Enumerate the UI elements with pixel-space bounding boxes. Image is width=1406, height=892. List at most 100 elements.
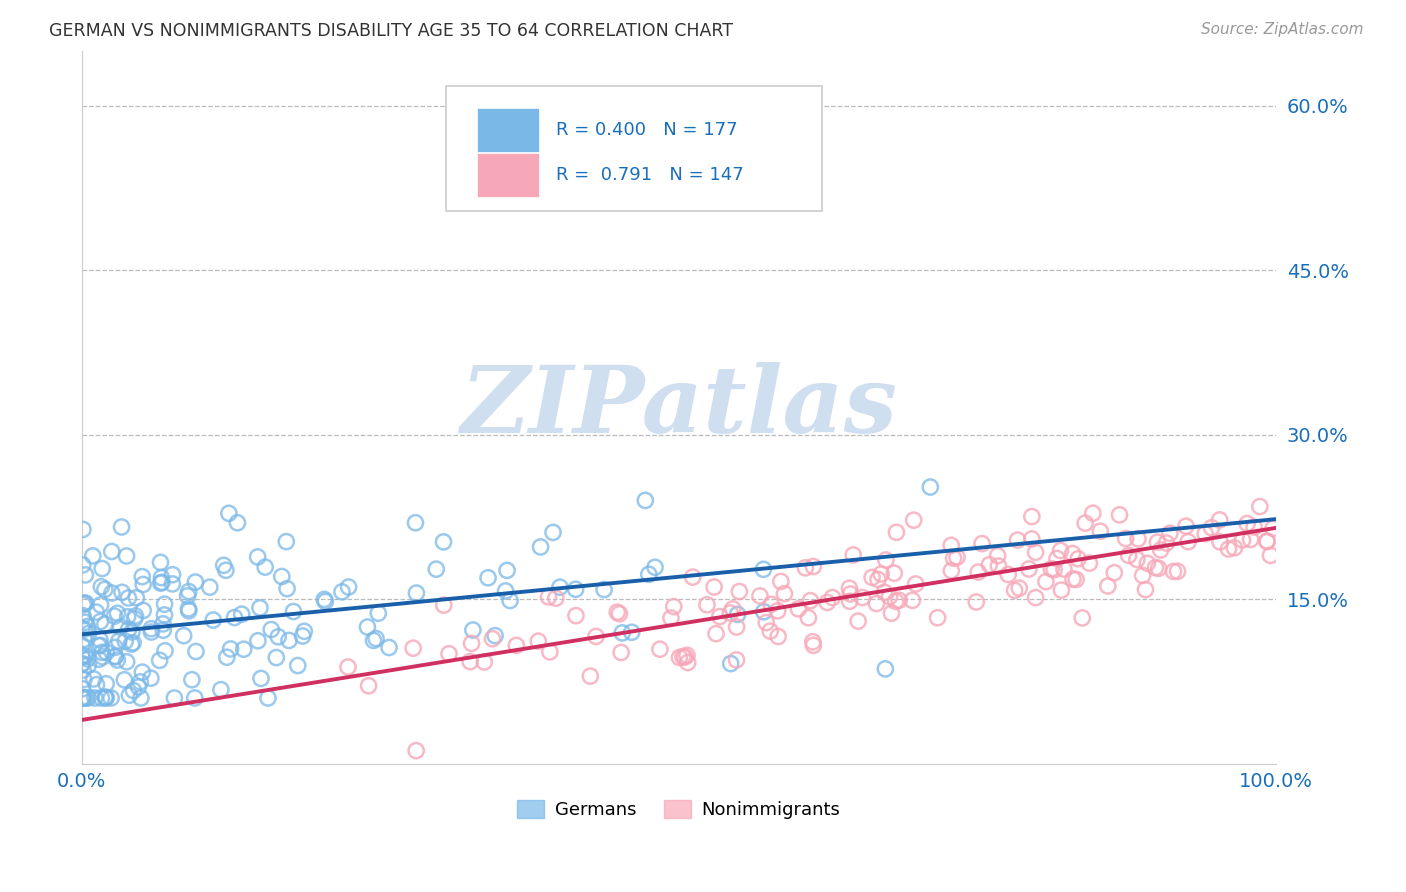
Point: [609, 607, 631, 621]
Point: [803, 638, 825, 652]
Point: [276, 534, 298, 549]
Point: [815, 595, 838, 609]
Point: [110, 520, 132, 534]
Point: [367, 606, 389, 620]
Point: [198, 580, 221, 594]
Point: [91, 649, 114, 664]
Point: [364, 632, 387, 646]
Point: [696, 598, 718, 612]
Point: [1135, 582, 1157, 597]
Legend: Germans, Nonimmigrants: Germans, Nonimmigrants: [510, 792, 848, 826]
Point: [202, 613, 225, 627]
Point: [292, 624, 315, 639]
Point: [115, 549, 138, 563]
Point: [484, 629, 506, 643]
Point: [839, 587, 862, 601]
Point: [1146, 535, 1168, 549]
Point: [117, 609, 139, 624]
Point: [287, 658, 309, 673]
Point: [276, 582, 298, 596]
FancyBboxPatch shape: [446, 87, 823, 211]
Point: [278, 633, 301, 648]
Point: [73, 632, 96, 647]
Point: [122, 683, 145, 698]
Point: [458, 655, 481, 669]
Point: [797, 611, 820, 625]
Point: [125, 591, 148, 605]
Point: [70, 639, 93, 653]
Point: [610, 645, 633, 659]
Point: [232, 642, 254, 657]
Point: [86, 605, 108, 619]
Point: [267, 630, 290, 644]
Point: [129, 691, 152, 706]
Point: [505, 638, 527, 652]
Point: [184, 575, 207, 590]
Point: [91, 561, 114, 575]
Point: [773, 587, 796, 601]
Point: [254, 560, 277, 574]
Point: [177, 584, 200, 599]
Point: [94, 617, 117, 632]
Point: [1046, 551, 1069, 566]
Point: [1021, 532, 1043, 546]
Point: [541, 525, 564, 540]
Point: [1232, 533, 1254, 547]
Point: [132, 577, 155, 591]
Point: [70, 691, 93, 706]
Point: [270, 569, 292, 583]
Point: [1078, 556, 1101, 570]
Point: [86, 678, 108, 692]
Point: [1008, 581, 1031, 595]
Point: [752, 562, 775, 576]
Point: [176, 589, 198, 603]
Point: [87, 652, 110, 666]
Point: [122, 636, 145, 650]
Point: [1136, 556, 1159, 570]
Point: [405, 586, 427, 600]
Point: [96, 690, 118, 705]
FancyBboxPatch shape: [477, 153, 538, 197]
Point: [860, 570, 883, 584]
Point: [314, 594, 336, 608]
Point: [162, 567, 184, 582]
Point: [357, 679, 380, 693]
Text: ZIPatlas: ZIPatlas: [460, 362, 897, 452]
Point: [73, 690, 96, 705]
Point: [75, 691, 97, 706]
Point: [89, 615, 111, 629]
Point: [1209, 534, 1232, 549]
Point: [121, 624, 143, 639]
Point: [662, 599, 685, 614]
Point: [73, 673, 96, 687]
Point: [1218, 541, 1240, 556]
Point: [112, 673, 135, 687]
Point: [1177, 534, 1199, 549]
Point: [104, 649, 127, 664]
Point: [720, 657, 742, 671]
Point: [838, 594, 860, 608]
Point: [727, 607, 749, 622]
Point: [970, 536, 993, 550]
Point: [283, 605, 305, 619]
Point: [718, 606, 741, 620]
Point: [163, 691, 186, 706]
Point: [875, 553, 897, 567]
Point: [1144, 560, 1167, 574]
Point: [870, 567, 893, 582]
Point: [941, 564, 963, 578]
Point: [987, 559, 1010, 574]
Point: [231, 607, 253, 622]
Point: [901, 593, 924, 607]
Point: [1007, 533, 1029, 547]
Point: [644, 560, 666, 574]
Point: [111, 585, 134, 599]
Point: [1062, 547, 1084, 561]
Point: [224, 610, 246, 624]
Point: [495, 583, 517, 598]
Point: [1118, 549, 1140, 563]
Point: [75, 596, 97, 610]
Point: [1256, 534, 1278, 549]
Point: [755, 615, 778, 630]
Point: [769, 574, 792, 589]
